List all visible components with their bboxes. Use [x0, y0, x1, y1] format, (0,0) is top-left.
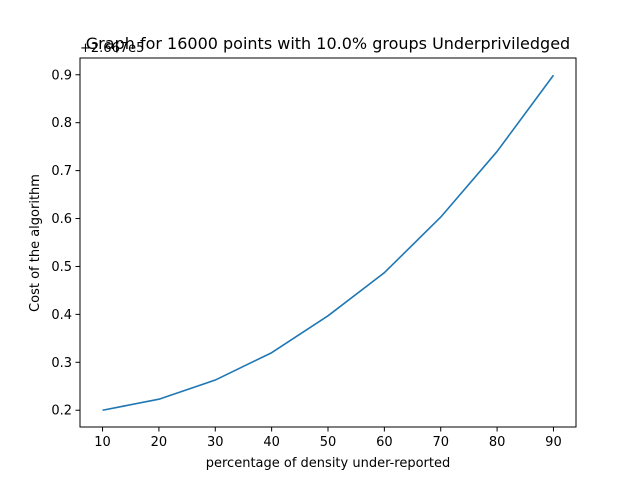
x-tick-label: 10 — [94, 435, 111, 450]
x-tick-label: 30 — [207, 435, 224, 450]
y-tick-label: 0.3 — [51, 356, 72, 371]
y-tick-label: 0.8 — [51, 116, 72, 131]
chart-title: Graph for 16000 points with 10.0% groups… — [86, 34, 570, 53]
x-tick-label: 50 — [320, 435, 337, 450]
x-tick-label: 90 — [545, 435, 562, 450]
series-layer — [102, 74, 555, 412]
y-axis-ticks: 0.2 0.3 0.4 0.5 0.6 0.7 0.8 0.9 — [51, 68, 80, 419]
x-axis-ticks: 10 20 30 40 50 60 70 80 90 — [94, 427, 562, 450]
x-tick-label: 60 — [376, 435, 393, 450]
plot-area — [79, 57, 577, 428]
y-tick-label: 0.4 — [51, 308, 72, 323]
y-tick-label: 0.7 — [51, 164, 72, 179]
y-tick-label: 0.2 — [51, 404, 72, 419]
axes-frame — [79, 57, 577, 428]
x-tick-label: 70 — [432, 435, 449, 450]
x-axis-label: percentage of density under-reported — [206, 456, 451, 471]
y-tick-label: 0.9 — [51, 68, 72, 83]
y-tick-label: 0.5 — [51, 260, 72, 275]
y-axis-offset-text: +2.667e5 — [80, 41, 144, 56]
series-line — [102, 74, 555, 412]
x-tick-label: 80 — [489, 435, 506, 450]
x-tick-label: 40 — [263, 435, 280, 450]
x-tick-label: 20 — [151, 435, 168, 450]
y-tick-label: 0.6 — [51, 212, 72, 227]
y-axis-label: Cost of the algorithm — [28, 174, 43, 312]
